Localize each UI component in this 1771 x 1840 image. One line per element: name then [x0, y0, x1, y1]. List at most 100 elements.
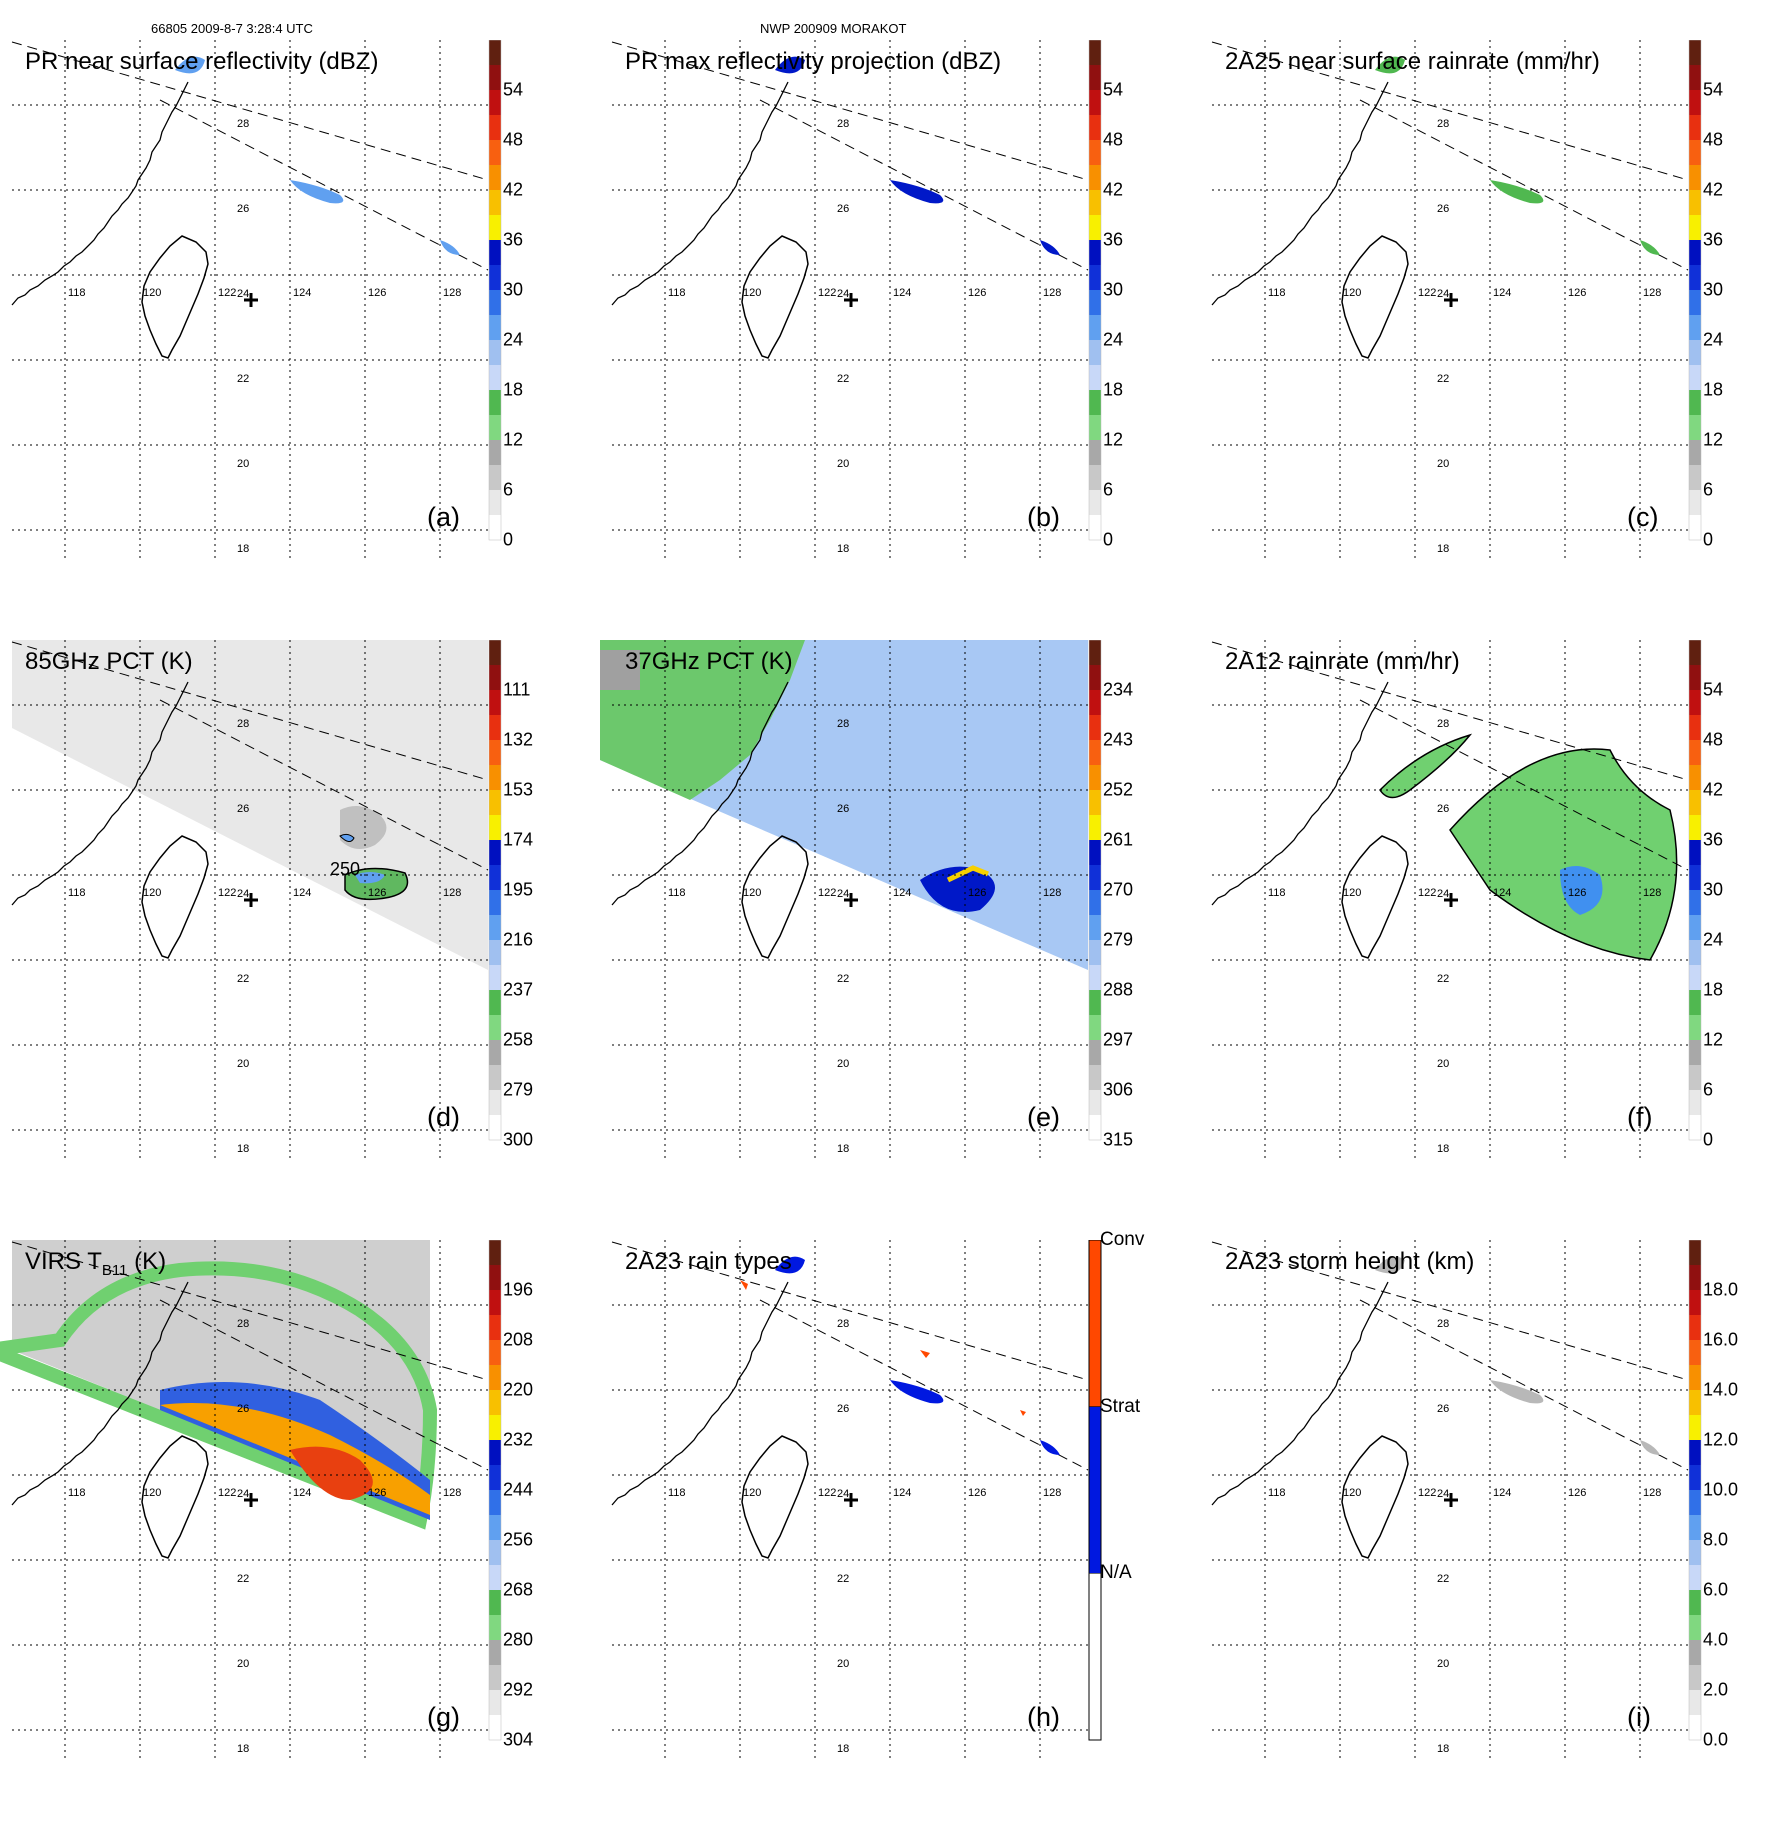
lon-label: 128: [1643, 287, 1661, 299]
header-storm-name: NWP 200909 MORAKOT: [760, 21, 907, 36]
lat-label: 24: [837, 888, 849, 900]
lon-label: 122: [218, 887, 236, 899]
map-c: 118 120 122 124 126 128 28 26 24 22 20 18: [1211, 40, 1689, 560]
colorbar-tick: 111: [503, 679, 531, 700]
map-b: 118 120 122 124 126 128 28 26 24 22 20 18: [611, 40, 1089, 560]
header-orbit-timestamp: 66805 2009-8-7 3:28:4 UTC: [151, 21, 313, 36]
lat-label: 28: [237, 718, 249, 730]
lat-label: 22: [1437, 373, 1449, 385]
colorbar-tick: 42: [1703, 179, 1724, 200]
map-a: 118 120 122 124 126 128 28 26 24 22 20 18: [11, 40, 489, 560]
lat-label: 20: [837, 1658, 849, 1670]
colorbar-tick: 30: [1103, 279, 1124, 300]
lat-label: 24: [237, 888, 249, 900]
colorbar-tick: 0: [1703, 1129, 1714, 1150]
lon-label: 124: [293, 287, 311, 299]
storm-center-marker: [1444, 893, 1458, 907]
panel-letter: (b): [1027, 502, 1060, 532]
map-g: 118 120 122 124 126 128 28 26 24 22 20 18: [0, 1240, 489, 1760]
colorbar-tick: 268: [503, 1579, 534, 1600]
lon-label: 122: [818, 287, 836, 299]
colorbar-tick: 2.0: [1703, 1679, 1729, 1700]
lat-label: 28: [837, 118, 849, 130]
colorbar-tick: 18: [1703, 379, 1724, 400]
lon-label: 120: [1343, 887, 1361, 899]
colorbar-tick: 261: [1103, 829, 1134, 850]
colorbar-tick: 18: [1103, 379, 1124, 400]
lat-label: 28: [837, 718, 849, 730]
colorbar-tick: 258: [503, 1029, 534, 1050]
colorbar-tick: 14.0: [1703, 1379, 1739, 1400]
colorbar-tick: 6: [1703, 1079, 1714, 1100]
map-e: 118 120 122 124 126 128 28 26 24 22 20 18: [600, 640, 1088, 1160]
colorbar: 54 48 42 36 30 24 18 12 6 0: [488, 40, 588, 560]
lon-label: 126: [1568, 887, 1586, 899]
lat-label: 26: [1437, 203, 1449, 215]
lat-label: 24: [837, 1488, 849, 1500]
panel-d: 250 118 120 122 124 126 128 28 26 24 22 20 18 85GHz P…: [0, 640, 600, 1240]
lon-label: 126: [968, 887, 986, 899]
colorbar-tick: 48: [503, 129, 524, 150]
lat-label: 28: [237, 1318, 249, 1330]
lon-label: 124: [293, 1487, 311, 1499]
lat-label: 20: [1437, 1058, 1449, 1070]
lon-label: 124: [893, 1487, 911, 1499]
lat-label: 26: [1437, 1403, 1449, 1415]
colorbar-tick: 36: [1703, 829, 1724, 850]
colorbar-tick: 18.0: [1703, 1279, 1739, 1300]
lat-label: 26: [237, 803, 249, 815]
lon-label: 122: [218, 1487, 236, 1499]
colorbar-tick: 30: [503, 279, 524, 300]
lat-label: 26: [1437, 803, 1449, 815]
colorbar-tick: 0: [503, 529, 514, 550]
lat-label: 22: [1437, 1573, 1449, 1585]
lon-label: 128: [1043, 1487, 1061, 1499]
lon-label: 118: [668, 1487, 686, 1499]
colorbar-tick: 18: [1703, 979, 1724, 1000]
map-d: 250 118 120 122 124 126 128 28 26 24 22 20 18: [11, 640, 489, 1160]
colorbar-tick: 270: [1103, 879, 1134, 900]
lat-label: 22: [237, 1573, 249, 1585]
lon-label: 126: [368, 1487, 386, 1499]
lon-label: 120: [743, 1487, 761, 1499]
colorbar-tick: 24: [1103, 329, 1124, 350]
panel-title: PR max reflectivity projection (dBZ): [625, 48, 1002, 75]
colorbar-tick: 24: [503, 329, 524, 350]
panel-letter: (d): [427, 1102, 460, 1132]
lon-label: 118: [68, 1487, 86, 1499]
lon-label: 128: [443, 287, 461, 299]
lon-label: 124: [1493, 1487, 1511, 1499]
colorbar-tick: 6: [503, 479, 514, 500]
colorbar-tick: 232: [503, 1429, 534, 1450]
colorbar-tick: 12: [1703, 1029, 1724, 1050]
lon-label: 118: [668, 887, 686, 899]
colorbar: 54 48 42 36 30 24 18 12 6 0: [1688, 640, 1771, 1160]
colorbar-tick: 300: [503, 1129, 534, 1150]
storm-center-marker: [1444, 1493, 1458, 1507]
colorbar-category: N/A: [1100, 1562, 1132, 1584]
colorbar-tick: 42: [1103, 179, 1124, 200]
colorbar-tick: 208: [503, 1329, 534, 1350]
colorbar-category: Conv: [1100, 1229, 1145, 1250]
lat-label: 24: [837, 288, 849, 300]
panel-a: 118 120 122 124 126 128 28 26 24 22 20 18 PR near su…: [0, 40, 600, 640]
lat-label: 18: [1437, 543, 1449, 555]
panel-title: 2A23 storm height (km): [1225, 1248, 1475, 1275]
colorbar-tick: 280: [503, 1629, 534, 1650]
colorbar-tick: 244: [503, 1479, 534, 1500]
colorbar-tick: 48: [1703, 729, 1724, 750]
colorbar-tick: 54: [503, 79, 524, 100]
panel-title: 2A23 rain types: [625, 1248, 792, 1275]
lon-label: 128: [1643, 887, 1661, 899]
colorbar-category: Strat: [1100, 1395, 1141, 1417]
lon-label: 120: [743, 887, 761, 899]
lat-label: 24: [1437, 288, 1449, 300]
panel-letter: (a): [427, 502, 460, 532]
colorbar-tick: 6: [1103, 479, 1114, 500]
colorbar-tick: 306: [1103, 1079, 1134, 1100]
colorbar-tick: 48: [1103, 129, 1124, 150]
lon-label: 126: [968, 1487, 986, 1499]
lon-label: 128: [1043, 287, 1061, 299]
colorbar-tick: 24: [1703, 329, 1724, 350]
lat-label: 28: [837, 1318, 849, 1330]
